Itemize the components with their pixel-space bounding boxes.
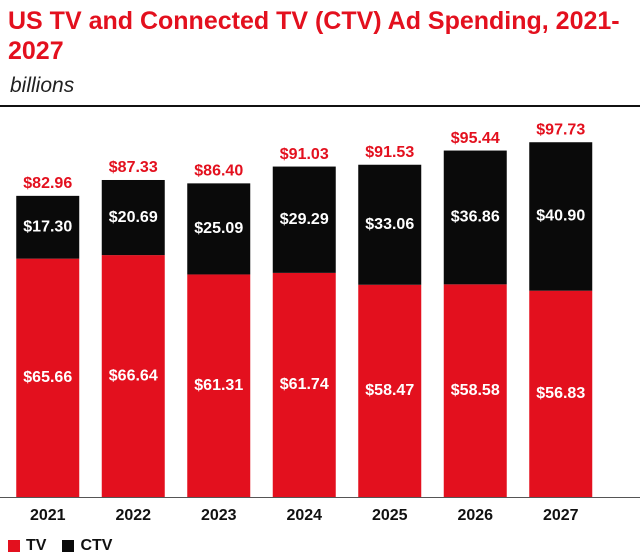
legend: TV CTV: [8, 535, 128, 557]
bar-ctv-2023: [187, 183, 251, 275]
x-tick-label-2026: 2026: [457, 507, 493, 524]
bar-ctv-2024: [272, 166, 336, 273]
legend-label-ctv: CTV: [80, 537, 113, 554]
bar-tv-2026: [443, 284, 507, 497]
bar-tv-2023: [187, 274, 251, 497]
bar-tv-2025: [358, 284, 422, 497]
data-label-tv-2026: $58.58: [451, 382, 500, 399]
data-label-tv-2027: $56.83: [536, 385, 585, 402]
data-label-ctv-2025: $33.06: [365, 216, 414, 233]
data-label-ctv-2024: $29.29: [280, 211, 329, 228]
x-tick-label-2024: 2024: [286, 507, 322, 524]
data-label-ctv-2023: $25.09: [194, 220, 243, 237]
legend-item-ctv: CTV: [62, 537, 112, 555]
data-label-tv-2021: $65.66: [23, 369, 72, 386]
legend-label-tv: TV: [26, 537, 47, 554]
x-tick-label-2022: 2022: [115, 507, 151, 524]
bar-tv-2021: [16, 258, 80, 497]
data-label-tv-2024: $61.74: [280, 376, 329, 393]
bar-tv-2024: [272, 272, 336, 497]
bar-ctv-2026: [443, 150, 507, 285]
data-label-ctv-2027: $40.90: [536, 208, 585, 225]
total-label-2026: $95.44: [451, 130, 500, 147]
bar-tv-2022: [101, 255, 165, 497]
legend-swatch-tv: [8, 540, 20, 552]
total-label-2021: $82.96: [23, 175, 72, 192]
data-label-tv-2022: $66.64: [109, 367, 158, 384]
title-divider: [0, 105, 640, 107]
total-label-2022: $87.33: [109, 159, 158, 176]
total-label-2023: $86.40: [194, 163, 243, 180]
data-label-tv-2023: $61.31: [194, 377, 243, 394]
data-label-ctv-2026: $36.86: [451, 209, 500, 226]
data-label-ctv-2022: $20.69: [109, 209, 158, 226]
x-tick-label-2027: 2027: [543, 507, 579, 524]
total-label-2025: $91.53: [365, 144, 414, 161]
legend-item-tv: TV: [8, 537, 46, 555]
bar-tv-2027: [529, 290, 593, 497]
legend-swatch-ctv: [62, 540, 75, 552]
bar-ctv-2025: [358, 164, 422, 285]
x-tick-label-2025: 2025: [372, 507, 408, 524]
total-label-2024: $91.03: [280, 146, 329, 163]
data-label-tv-2025: $58.47: [365, 382, 414, 399]
chart-title: US TV and Connected TV (CTV) Ad Spending…: [8, 7, 620, 65]
data-label-ctv-2021: $17.30: [23, 218, 72, 235]
bar-ctv-2022: [101, 179, 165, 256]
chart-subtitle: billions: [10, 74, 75, 97]
x-tick-label-2023: 2023: [201, 507, 237, 524]
bar-ctv-2021: [16, 195, 80, 259]
total-label-2027: $97.73: [536, 121, 585, 138]
x-tick-label-2021: 2021: [30, 507, 66, 524]
bar-ctv-2027: [529, 142, 593, 291]
